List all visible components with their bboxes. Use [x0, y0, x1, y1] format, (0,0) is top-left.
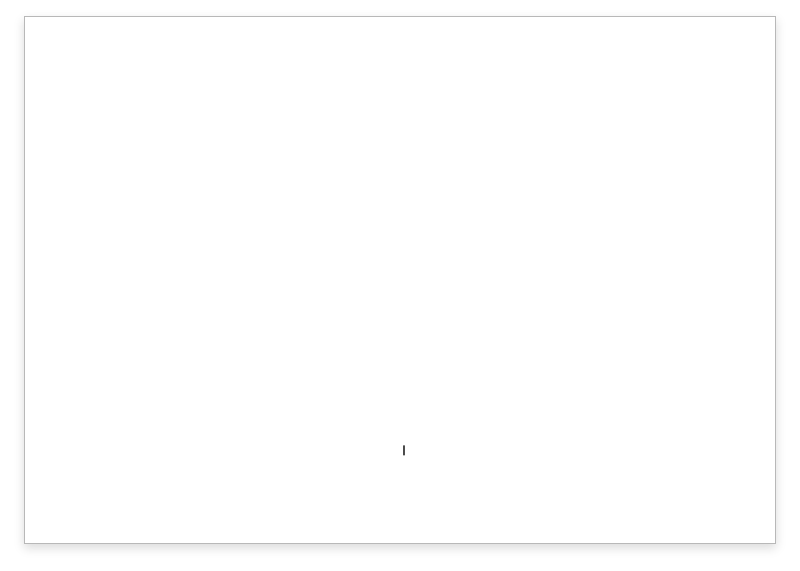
chart-frame	[24, 16, 776, 544]
bar-chart	[25, 17, 775, 543]
